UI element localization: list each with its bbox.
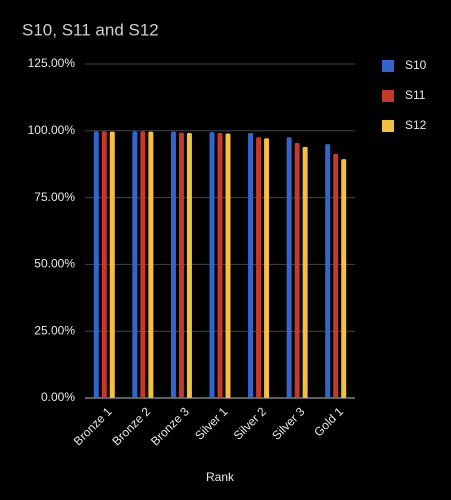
bar	[132, 131, 138, 398]
legend-label: S10	[405, 58, 427, 72]
chart-title: S10, S11 and S12	[22, 20, 159, 39]
bar	[178, 132, 184, 398]
legend-label: S11	[405, 88, 426, 102]
bar	[148, 131, 154, 398]
bar	[333, 153, 339, 398]
y-tick-label: 0.00%	[41, 390, 75, 404]
x-axis-label: Rank	[206, 470, 235, 484]
y-tick-label: 125.00%	[28, 56, 76, 70]
bar	[217, 132, 223, 398]
y-tick-label: 50.00%	[34, 257, 75, 271]
legend-swatch	[382, 120, 394, 132]
bar	[286, 137, 292, 398]
y-tick-label: 100.00%	[28, 123, 76, 137]
bar	[209, 132, 215, 399]
bar	[186, 132, 192, 398]
bar	[302, 146, 308, 398]
bar	[341, 159, 347, 398]
legend-label: S12	[405, 118, 427, 132]
bar	[170, 131, 176, 398]
bar	[93, 131, 99, 398]
bar	[225, 133, 231, 399]
bar	[101, 131, 107, 398]
bar	[248, 132, 254, 398]
bar	[140, 131, 146, 398]
bar	[256, 137, 262, 398]
bar	[294, 142, 300, 398]
bar	[325, 144, 331, 398]
bar	[109, 131, 115, 398]
legend-swatch	[382, 60, 394, 72]
legend-swatch	[382, 90, 394, 102]
y-tick-label: 75.00%	[34, 190, 75, 204]
bar	[264, 138, 270, 398]
y-tick-label: 25.00%	[34, 323, 75, 337]
